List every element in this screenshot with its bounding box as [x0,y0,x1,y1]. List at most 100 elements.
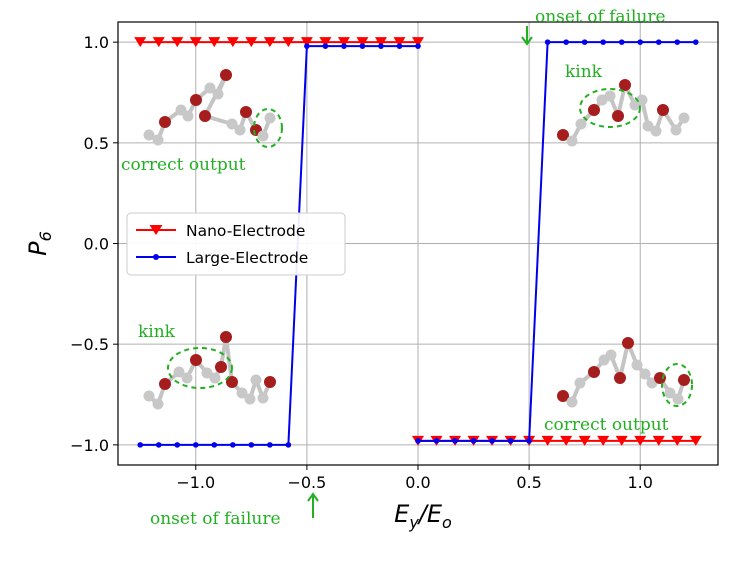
molecule-atom [557,390,569,402]
y-label-main: P [24,241,52,256]
molecule-atom [614,372,626,384]
molecule-atom [574,377,586,389]
series-line-large [140,45,418,446]
molecule-atom [566,396,578,408]
molecule-atom [639,368,651,380]
data-point-nano [282,37,295,48]
data-point-large [637,39,644,45]
y-axis-label: P6 [24,231,55,256]
data-point-large [359,43,366,49]
data-point-large [415,43,421,49]
data-point-nano [689,435,702,446]
data-point-large [544,39,551,45]
data-point-nano [652,435,665,446]
legend-label-large: Large-Electrode [186,249,308,267]
molecule-atom [264,376,276,388]
highlight-ring [579,88,641,128]
molecule-atom [604,90,616,102]
arrow-up-icon [307,492,319,518]
series-layer [134,37,702,448]
molecule-atom [631,359,643,371]
annotation-kink-bottom-left: kink [138,322,176,342]
x-label-main: E [394,500,410,528]
molecule-atom [588,366,600,378]
data-point-large [248,442,255,448]
molecule-atom [664,387,676,399]
x-tick-label: −1.0 [176,473,215,492]
y-tick-label: 0.0 [84,235,109,254]
molecule-atom [678,374,690,386]
data-point-large [192,442,199,448]
data-point-nano [208,37,221,48]
molecule-atom [220,331,232,343]
molecule-atom [244,393,256,405]
data-point-large [396,43,403,49]
y-label-sub: 6 [36,231,55,241]
data-point-large [600,39,606,45]
molecule-atom [152,398,164,410]
data-point-nano [263,37,276,48]
legend-box [126,212,346,276]
data-point-large [618,39,625,45]
x-axis-label: Ey/Eo [394,500,452,532]
highlight-ring [167,347,233,389]
highlight-ring [661,363,693,407]
molecule-atom [173,366,185,378]
data-point-large [489,438,495,444]
x-tick-label: 0.5 [516,473,541,492]
data-point-nano [245,37,258,48]
arrow-down-icon [521,26,533,46]
data-point-large [378,43,384,49]
annotation-correct-bottom-right: correct output [544,415,669,435]
molecule-atom [650,125,662,137]
data-point-nano [189,37,202,48]
molecule-atom [212,88,224,100]
annotation-onset-bottom: onset of failure [150,509,281,529]
molecule-atom [657,104,669,116]
data-point-large [581,39,588,45]
molecule-atom [152,134,164,146]
data-point-large [692,39,699,45]
data-point-nano [226,37,239,48]
molecule-atom [670,124,682,136]
series-line-large [418,41,696,442]
molecule-atom [264,112,276,124]
molecule-atom [672,393,684,405]
data-point-nano [597,435,610,446]
molecule-atom [159,378,171,390]
x-label-sub2: o [442,513,452,532]
x-tick-label: −0.5 [287,473,326,492]
legend-marker-nano [149,225,163,235]
molecule-atom [143,129,155,141]
data-point-nano [171,37,184,48]
axis-ticks: −1.0 −0.5 0.0 0.5 1.0 −1.0 −0.5 0.0 0.5 1.0 [70,33,653,492]
molecule-atom [612,110,624,122]
data-point-large [433,438,440,444]
molecule-atom [143,390,155,402]
x-tick-label: 0.0 [405,473,430,492]
data-point-large [563,39,569,45]
data-point-large [415,438,421,444]
data-point-large [285,442,292,448]
molecule-atom [557,129,569,141]
y-tick-label: 1.0 [84,33,109,52]
molecule-atom [236,387,248,399]
data-point-large [526,438,532,444]
data-point-nano [319,37,332,48]
data-point-large [341,43,347,49]
data-point-nano [152,37,165,48]
x-label-sub1: y [408,513,419,532]
molecule-atom [201,367,213,379]
data-point-large [655,39,662,45]
molecule-atom [588,104,600,116]
legend: Nano-Electrode Large-Electrode [126,212,346,276]
data-point-nano [578,435,591,446]
y-tick-label: −0.5 [70,335,109,354]
data-point-large [507,438,514,444]
molecule-atom [220,69,232,81]
legend-label-nano: Nano-Electrode [186,222,305,240]
data-point-large [267,442,273,448]
molecule-atom [215,361,227,373]
legend-marker-large [153,254,159,260]
